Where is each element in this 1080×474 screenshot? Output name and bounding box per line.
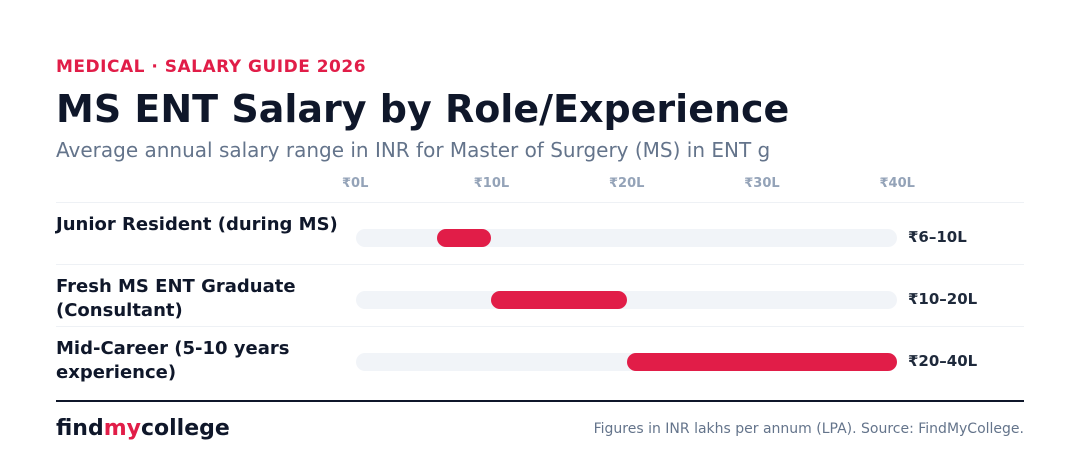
range-track xyxy=(356,353,897,371)
chart-row: Junior Resident (during MS) ₹6–10L xyxy=(56,202,1024,264)
chart-subtitle: Average annual salary range in INR for M… xyxy=(56,138,771,162)
brand-logo: findmycollege xyxy=(56,416,230,441)
chart-row: Mid-Career (5-10 years experience) ₹20–40… xyxy=(56,326,1024,388)
logo-text-college: college xyxy=(140,416,230,441)
row-label: Fresh MS ENT Graduate (Consultant) xyxy=(56,276,296,321)
range-value-label: ₹10–20L xyxy=(908,290,978,308)
x-axis: ₹0L ₹10L ₹20L ₹30L ₹40L xyxy=(56,174,1024,196)
range-bar xyxy=(437,229,492,247)
range-bar xyxy=(626,353,897,371)
range-track xyxy=(356,229,897,247)
row-label: Mid-Career (5-10 years experience) xyxy=(56,338,290,383)
range-value-label: ₹20–40L xyxy=(908,352,978,370)
x-tick-label: ₹0L xyxy=(342,176,369,191)
range-track xyxy=(356,291,897,309)
row-label: Junior Resident (during MS) xyxy=(56,214,338,235)
logo-text-my: my xyxy=(103,416,141,441)
chart-header: MEDICAL · SALARY GUIDE 2026 MS ENT Salar… xyxy=(56,54,1024,164)
x-tick-label: ₹20L xyxy=(609,176,645,191)
logo-text-find: find xyxy=(56,416,104,441)
range-value-label: ₹6–10L xyxy=(908,228,967,246)
x-tick-label: ₹40L xyxy=(879,176,915,191)
chart-title: MS ENT Salary by Role/Experience xyxy=(56,87,790,131)
eyebrow-label: MEDICAL · SALARY GUIDE 2026 xyxy=(56,57,367,77)
x-tick-label: ₹10L xyxy=(473,176,510,191)
chart-rows: Junior Resident (during MS) ₹6–10L Fresh M… xyxy=(56,202,1024,388)
x-tick-label: ₹30L xyxy=(744,176,780,191)
source-note: Figures in INR lakhs per annum (LPA). So… xyxy=(593,421,1024,437)
chart-row: Fresh MS ENT Graduate (Consultant) ₹10–20… xyxy=(56,264,1024,326)
range-bar xyxy=(491,291,627,309)
footer-divider xyxy=(56,400,1024,402)
